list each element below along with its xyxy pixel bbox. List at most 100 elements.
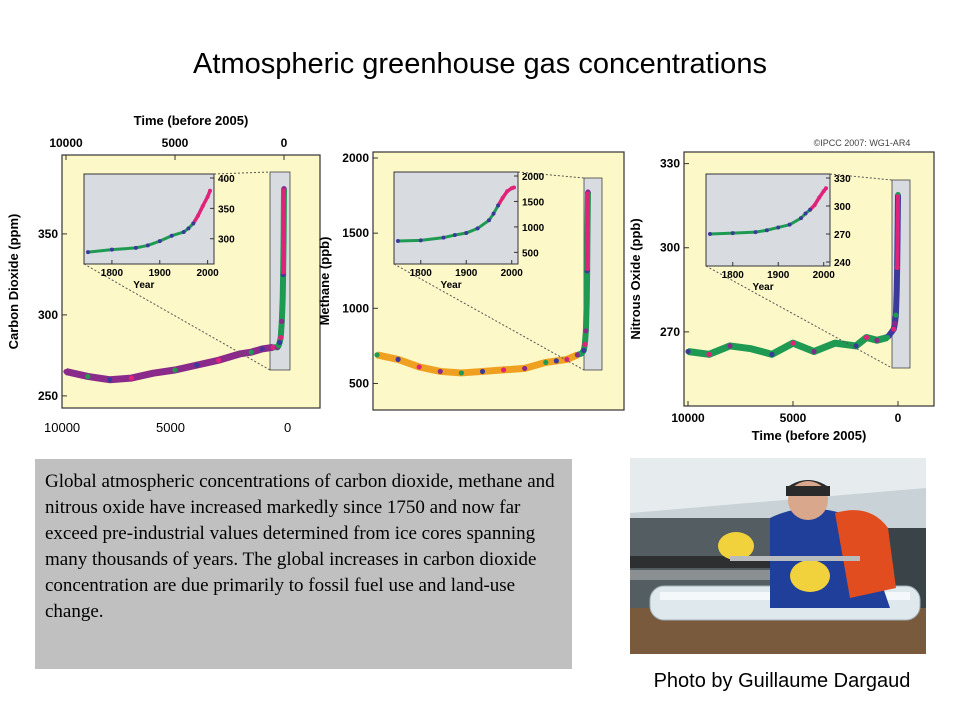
y-axis-label: Nitrous Oxide (ppb) — [628, 218, 643, 339]
ipcc-figure: 250 300 350 Carbon Dioxide (ppm) 10000 5000 0 T… — [6, 113, 935, 443]
scientist-icon — [718, 480, 896, 608]
data-point — [553, 358, 559, 364]
data-point — [543, 359, 549, 366]
inset-connector — [213, 171, 271, 175]
inset-data-point — [86, 250, 90, 255]
inset-data-point — [803, 211, 808, 216]
copyright-notice: ©IPCC 2007: WG1-AR4 — [814, 138, 911, 148]
y-tick-label: 500 — [349, 376, 369, 390]
y-axis-label: Methane (ppb) — [317, 237, 332, 326]
inset-data-point — [730, 231, 735, 236]
data-point — [583, 328, 589, 334]
inset-y-tick-label: 240 — [834, 258, 851, 269]
y-tick-label: 330 — [660, 157, 680, 171]
inset-y-tick-label: 2000 — [522, 172, 545, 183]
x-tick-label: 10000 — [44, 420, 81, 435]
inset-data-point — [808, 207, 813, 212]
inset-data-point — [812, 203, 817, 208]
inset-y-tick-label: 400 — [218, 174, 235, 185]
data-point — [584, 298, 590, 304]
inset-data-point — [500, 195, 505, 200]
inset-y-tick-label: 1000 — [522, 223, 545, 234]
inset-data-point — [169, 233, 174, 238]
inset-x-tick-label: 2000 — [813, 270, 836, 281]
inset-x-tick-label: 1900 — [149, 268, 172, 279]
x-axis-label: Time (before 2005) — [134, 113, 249, 128]
data-point — [216, 357, 222, 363]
inset-data-point — [133, 245, 138, 250]
data-point — [892, 320, 898, 327]
inset-data-point — [491, 211, 496, 216]
inset-data-point — [205, 194, 210, 199]
data-point — [727, 343, 733, 349]
series-line-modern — [281, 188, 286, 275]
inset-y-tick-label: 350 — [218, 204, 235, 215]
x-tick-label: 0 — [284, 420, 292, 435]
inset-data-point — [505, 189, 510, 194]
inset-data-point — [396, 239, 400, 244]
data-point — [501, 367, 507, 373]
caption-box: Global atmospheric concentrations of car… — [35, 459, 572, 669]
inset-data-point — [512, 185, 516, 190]
inset-plot — [393, 171, 519, 265]
y-tick-label: 250 — [38, 389, 58, 403]
data-point — [237, 351, 243, 357]
data-point — [63, 369, 69, 375]
data-point — [259, 346, 265, 352]
photo-credit: Photo by Guillaume Dargaud — [653, 670, 911, 692]
inset-y-tick-label: 270 — [834, 230, 851, 241]
data-point — [194, 362, 200, 368]
inset-data-point — [824, 186, 828, 191]
series-line-modern — [585, 191, 590, 271]
inset-data-point — [208, 188, 212, 193]
x-tick-label: 5000 — [780, 411, 807, 425]
inset-x-tick-label: 1900 — [767, 270, 790, 281]
data-point — [884, 334, 891, 341]
data-point — [279, 318, 285, 324]
x-tick-label: 10000 — [671, 411, 705, 425]
data-point — [458, 370, 464, 376]
inset-data-point — [196, 213, 201, 218]
inset-y-tick-label: 330 — [834, 174, 851, 185]
data-point — [395, 356, 401, 363]
data-point — [374, 352, 380, 358]
inset-data-point — [817, 195, 822, 200]
data-point — [479, 368, 486, 375]
data-point — [874, 337, 880, 343]
x-tick-label: 0 — [895, 411, 902, 425]
inset-y-tick-label: 300 — [834, 202, 851, 213]
inset-y-tick-label: 500 — [522, 248, 539, 259]
inset-data-point — [145, 243, 150, 248]
data-point — [769, 351, 775, 357]
inset-y-tick-label: 1500 — [522, 197, 545, 208]
data-point — [172, 367, 178, 373]
data-point — [685, 348, 691, 355]
data-point — [811, 348, 817, 355]
x-tick-label: 0 — [281, 136, 288, 150]
data-point — [894, 287, 900, 293]
inset-connector — [705, 265, 893, 369]
inset-x-axis-label: Year — [440, 280, 461, 291]
data-point — [107, 377, 113, 383]
inset-data-point — [191, 221, 196, 226]
inset-plot — [705, 173, 831, 267]
data-point — [437, 368, 443, 375]
data-point — [790, 340, 796, 346]
inset-x-tick-label: 1900 — [455, 268, 478, 279]
x-tick-label: 5000 — [156, 420, 185, 435]
series-line-modern — [895, 194, 900, 268]
inset-data-point — [475, 226, 480, 231]
inset-x-tick-label: 1800 — [722, 270, 745, 281]
inset-data-point — [200, 203, 205, 208]
inset-x-axis-label: Year — [133, 280, 154, 291]
data-point — [863, 334, 870, 341]
inset-data-point — [776, 225, 781, 230]
data-point — [248, 349, 254, 355]
inset-data-point — [441, 235, 446, 240]
inset-data-point — [798, 216, 803, 221]
inset-x-tick-label: 2000 — [196, 268, 219, 279]
inset-data-point — [452, 233, 457, 238]
left-chart-x-ticks: 10000 5000 0 — [44, 420, 304, 440]
data-point — [270, 344, 276, 350]
x-tick-label: 5000 — [162, 136, 189, 150]
